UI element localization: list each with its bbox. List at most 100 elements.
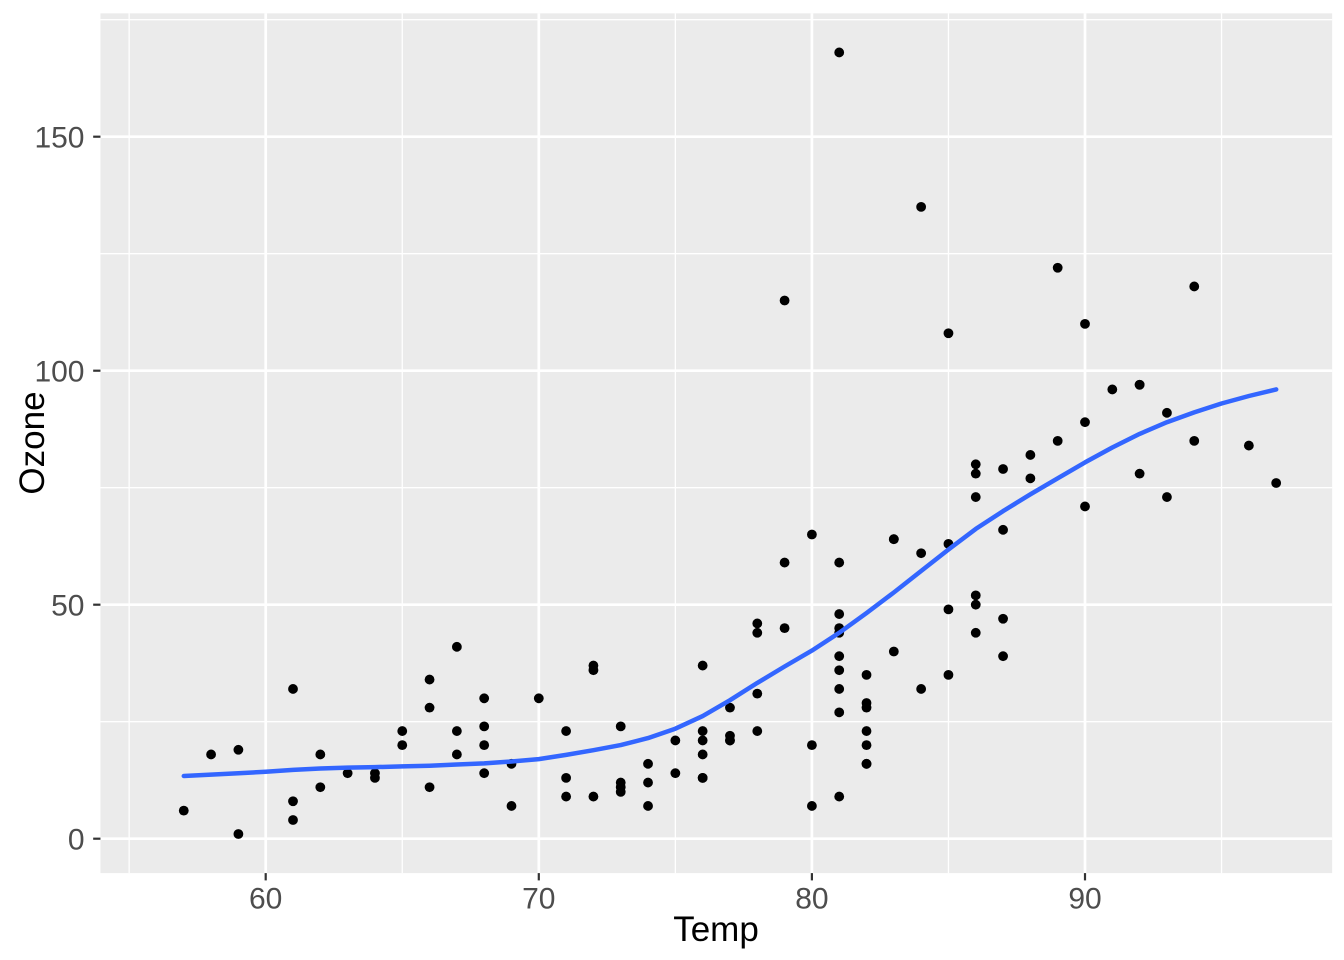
minor-gridlines (100, 13, 1333, 874)
data-point (315, 749, 326, 760)
data-point (998, 524, 1008, 535)
data-point (1271, 478, 1282, 488)
axis-tick-labels: 60 70 80 90 0 50 100 150 (34, 122, 1101, 916)
data-point (807, 740, 817, 750)
data-point (834, 47, 845, 58)
data-point (697, 726, 708, 736)
data-point (588, 791, 599, 802)
scatter-points (178, 47, 1282, 839)
x-tick-label: 90 (1068, 883, 1101, 916)
data-point (451, 641, 462, 652)
data-point (998, 651, 1008, 662)
data-point (1052, 262, 1063, 273)
data-point (861, 702, 872, 713)
data-point (670, 768, 681, 779)
data-point (288, 815, 298, 825)
data-point (970, 468, 981, 479)
data-point (861, 740, 872, 750)
data-point (1080, 501, 1090, 512)
data-point (916, 684, 927, 694)
data-point (533, 693, 544, 704)
data-point (970, 590, 981, 601)
data-point (834, 651, 845, 662)
data-point (178, 805, 189, 816)
data-point (752, 627, 763, 638)
data-point (1162, 407, 1172, 418)
data-point (615, 787, 626, 797)
data-point (561, 726, 572, 736)
data-point (752, 688, 763, 699)
data-point (643, 801, 653, 811)
data-point (1189, 436, 1200, 446)
data-point (970, 492, 981, 502)
data-point (807, 801, 817, 811)
axis-ticks (93, 135, 1087, 881)
y-tick-label: 50 (51, 590, 84, 623)
data-point (943, 604, 954, 615)
data-point (779, 623, 790, 633)
data-point (1025, 450, 1036, 460)
y-axis-title: Ozone (13, 391, 52, 494)
x-tick-label: 80 (795, 883, 828, 916)
y-tick-label: 150 (34, 122, 84, 155)
data-point (288, 796, 298, 807)
data-point (643, 758, 653, 769)
data-point (888, 646, 899, 657)
data-point (643, 777, 653, 788)
data-point (752, 618, 763, 629)
data-point (479, 740, 490, 750)
data-point (561, 772, 572, 783)
data-point (1189, 281, 1200, 292)
data-point (834, 609, 845, 619)
data-point (834, 665, 845, 676)
data-point (233, 744, 244, 755)
data-point (916, 548, 927, 559)
data-point (479, 693, 490, 704)
data-point (834, 707, 845, 718)
data-point (506, 801, 517, 811)
data-point (725, 702, 735, 713)
data-point (1162, 492, 1172, 502)
data-point (424, 674, 435, 685)
data-point (697, 772, 708, 783)
y-tick-label: 100 (34, 356, 84, 389)
major-gridlines (100, 13, 1333, 874)
data-point (315, 782, 326, 793)
data-point (779, 295, 790, 306)
data-point (834, 791, 845, 802)
panel-background (100, 13, 1333, 874)
data-point (288, 684, 298, 694)
y-tick-label: 0 (68, 824, 85, 857)
data-point (1134, 379, 1145, 390)
data-point (970, 459, 981, 470)
data-point (561, 791, 572, 802)
data-point (970, 627, 981, 638)
smooth-line-layer (181, 387, 1279, 779)
data-point (451, 726, 462, 736)
data-point (397, 740, 408, 750)
data-point (807, 529, 817, 540)
data-point (1107, 384, 1118, 395)
data-point (1243, 440, 1254, 451)
data-point (342, 768, 353, 779)
data-point (1080, 417, 1090, 428)
x-tick-label: 70 (522, 883, 555, 916)
data-point (998, 613, 1008, 624)
data-point (424, 782, 435, 793)
data-point (697, 749, 708, 760)
loess-smooth-line (181, 387, 1279, 779)
data-point (998, 464, 1008, 474)
data-point (479, 768, 490, 779)
data-point (725, 735, 735, 746)
data-point (970, 599, 981, 610)
data-point (861, 758, 872, 769)
data-point (834, 557, 845, 568)
data-point (861, 726, 872, 736)
data-point (834, 684, 845, 694)
data-point (888, 534, 899, 545)
data-point (206, 749, 216, 760)
data-point (752, 726, 763, 736)
data-point (670, 735, 681, 746)
